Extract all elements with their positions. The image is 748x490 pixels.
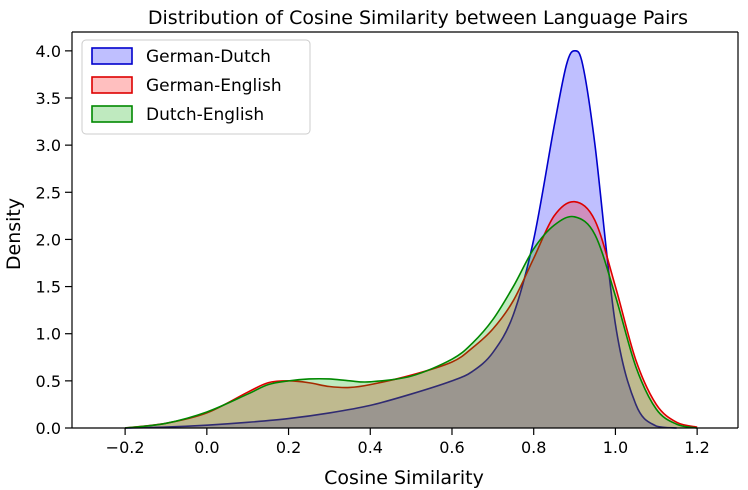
density-line-dutch-english [125,215,698,429]
x-axis-ticks: −0.2 0.0 0.2 0.4 0.6 0.8 1.0 1.2 [106,428,710,457]
x-tick-label: 0.2 [276,438,301,457]
y-tick-label: 3.5 [36,89,61,108]
x-tick-label: −0.2 [106,438,145,457]
y-tick-label: 1.0 [36,325,61,344]
area-fill-german-dutch [125,50,677,428]
legend: German-Dutch German-English Dutch-English [81,39,311,135]
legend-swatch-german-dutch [91,47,133,65]
x-tick-label: 0.6 [439,438,464,457]
legend-label-dutch-english: Dutch-English [146,105,264,125]
area-fill-dutch-english [125,216,698,428]
legend-swatch-dutch-english [91,105,133,123]
chart-title: Distribution of Cosine Similarity betwee… [148,7,688,29]
x-tick-label: 1.2 [684,438,709,457]
x-tick-label: 1.0 [603,438,628,457]
x-tick-label: 0.0 [194,438,219,457]
y-tick-label: 0.0 [36,419,61,438]
y-tick-label: 1.5 [36,278,61,297]
y-tick-label: 2.0 [36,230,61,249]
area-fill-german-english [125,201,698,428]
y-tick-label: 4.0 [36,42,61,61]
y-axis-ticks: 0.0 0.5 1.0 1.5 2.0 2.5 3.0 3.5 4.0 [36,42,72,438]
density-areas [125,50,698,429]
y-tick-label: 0.5 [36,372,61,391]
x-tick-label: 0.8 [521,438,546,457]
x-axis-label: Cosine Similarity [324,467,484,489]
y-tick-label: 2.5 [36,183,61,202]
y-tick-label: 3.0 [36,136,61,155]
x-tick-label: 0.4 [358,438,383,457]
y-axis-label: Density [3,198,25,270]
legend-label-german-dutch: German-Dutch [146,47,271,67]
legend-label-german-english: German-English [146,76,282,96]
density-line-german-english [125,200,698,429]
legend-box [81,39,311,135]
legend-swatch-german-english [91,76,133,94]
